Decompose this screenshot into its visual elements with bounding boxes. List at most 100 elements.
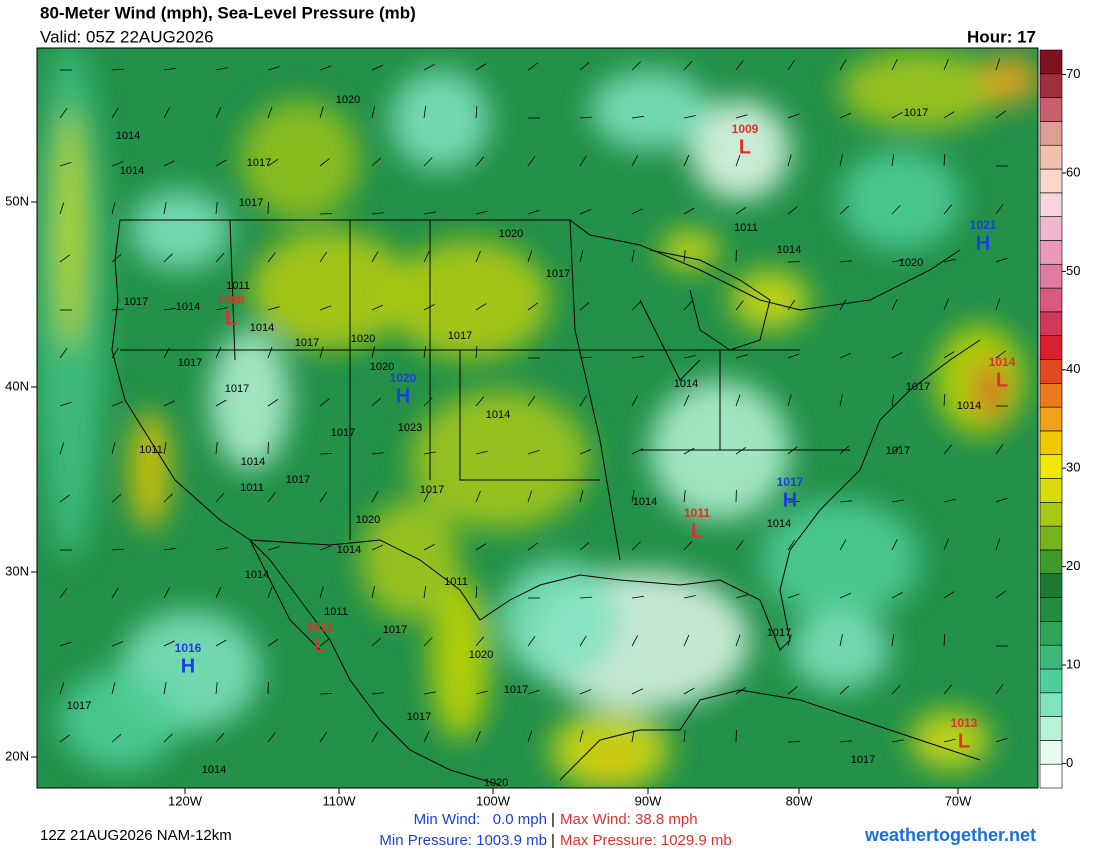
- wind-barb: [475, 396, 485, 407]
- colorbar-swatch: [1039, 216, 1063, 241]
- wind-barb: [423, 691, 436, 695]
- center-letter: H: [181, 655, 195, 677]
- wind-barb: [59, 442, 65, 455]
- colorbar-swatch: [1039, 740, 1063, 765]
- wind-barb: [163, 640, 175, 647]
- wind-barb: [527, 209, 540, 215]
- wind-barb: [631, 595, 644, 599]
- isobar-label: 1014: [777, 244, 801, 256]
- map-axes: 50N 40N 30N 20N 120W 110W 100W 90W 80W 70W: [5, 193, 972, 808]
- isobar-label: 1014: [241, 456, 265, 468]
- colorbar-swatch: [1039, 478, 1063, 503]
- wind-barb: [423, 64, 435, 71]
- center-letter: L: [996, 369, 1008, 391]
- wind-barb: [579, 250, 584, 263]
- max-wind: Max Wind: 38.8 mph: [560, 811, 698, 828]
- wind-barb: [631, 688, 643, 695]
- wind-barb: [371, 731, 379, 743]
- wind-barb: [891, 739, 904, 743]
- wind-barb: [995, 257, 1008, 263]
- wind-barb: [111, 682, 116, 695]
- colorbar-swatch: [1039, 502, 1063, 527]
- isobar-label: 1020: [370, 361, 394, 373]
- wind-barb: [839, 154, 843, 167]
- wind-barb: [943, 154, 946, 167]
- wind-patch: [210, 330, 290, 470]
- center-pressure: 1011: [684, 506, 710, 520]
- colorbar-label: 30: [1066, 460, 1080, 475]
- isobar-label: 1017: [247, 157, 271, 169]
- min-pressure: Min Pressure: 1003.9 mb: [379, 832, 547, 849]
- colorbar-swatch: [1039, 406, 1063, 432]
- wind-barb: [995, 684, 1004, 695]
- wind-barb: [111, 548, 124, 551]
- wind-barb: [371, 637, 382, 647]
- isobar-label: 1017: [504, 684, 528, 696]
- pressure-centers: 1009L1021H1008L1020H1014L1017H1011L1011L…: [175, 122, 1016, 752]
- wind-barb: [683, 540, 693, 551]
- wind-barb: [267, 398, 279, 407]
- colorbar-swatch: [1039, 97, 1063, 122]
- min-wind: Min Wind: 0.0 mph: [414, 811, 547, 828]
- wind-barb: [319, 305, 332, 311]
- wind-barb: [631, 355, 644, 359]
- wind-barb: [579, 541, 590, 551]
- wind-patch: [60, 670, 180, 770]
- wind-barb: [319, 586, 324, 599]
- wind-barb: [267, 306, 280, 311]
- wind-barb: [111, 107, 119, 119]
- wind-barb: [631, 730, 635, 743]
- wind-barb: [59, 588, 68, 599]
- wind-barb: [891, 205, 901, 215]
- wind-barb: [215, 159, 227, 167]
- wind-patch: [590, 70, 710, 150]
- colorbar-swatch: [1039, 716, 1063, 741]
- wind-barb: [943, 684, 953, 695]
- wind-barb: [423, 586, 427, 599]
- wind-barb: [943, 394, 946, 407]
- wind-barb: [111, 253, 122, 263]
- wind-barb: [319, 398, 330, 407]
- wind-barb: [371, 397, 382, 407]
- wind-barb: [943, 538, 949, 551]
- isobar-label: 1017: [546, 268, 570, 280]
- wind-barb: [423, 346, 427, 359]
- wind-barb: [423, 106, 427, 119]
- wind-patch: [550, 710, 670, 788]
- wind-barb: [527, 542, 538, 551]
- wind-barb: [943, 58, 949, 71]
- isobar-label: 1011: [139, 444, 163, 456]
- wind-barb: [839, 112, 852, 119]
- wind-barb: [59, 682, 65, 695]
- wind-barb: [891, 154, 895, 167]
- wind-barb: [475, 106, 478, 119]
- colorbar-swatch: [1039, 144, 1063, 170]
- model-run: 12Z 21AUG2026 NAM-12km: [40, 827, 232, 844]
- max-pressure: Max Pressure: 1029.9 mb: [560, 832, 732, 849]
- wind-barb: [475, 636, 485, 647]
- wind-patch: [250, 230, 410, 350]
- wind-barb: [579, 635, 587, 647]
- wind-barb: [319, 491, 328, 503]
- wind-barb: [163, 682, 167, 695]
- wind-barb: [683, 730, 686, 743]
- wind-barb: [579, 155, 587, 167]
- isobar-label: 1014: [633, 496, 657, 508]
- map: 1020 1014 1014 1017 1017 1020 1011 1014 1017 1020…: [37, 48, 1038, 788]
- wind-barb: [371, 106, 375, 119]
- wind-barb: [215, 547, 228, 551]
- wind-patch: [975, 360, 1005, 420]
- wind-barb: [891, 112, 903, 119]
- colorbar-swatch: [1039, 382, 1063, 408]
- wind-barb: [527, 689, 540, 695]
- wind-barb: [475, 250, 481, 263]
- center-pressure: 1017: [777, 475, 804, 489]
- center-pressure: 1021: [970, 218, 997, 232]
- isobar-label: 1017: [448, 330, 472, 342]
- wind-barb: [995, 737, 1008, 743]
- wind-barb: [683, 447, 695, 455]
- isobar-label: 1017: [239, 197, 263, 209]
- isobar-label: 1017: [420, 484, 444, 496]
- wind-patch: [790, 610, 890, 690]
